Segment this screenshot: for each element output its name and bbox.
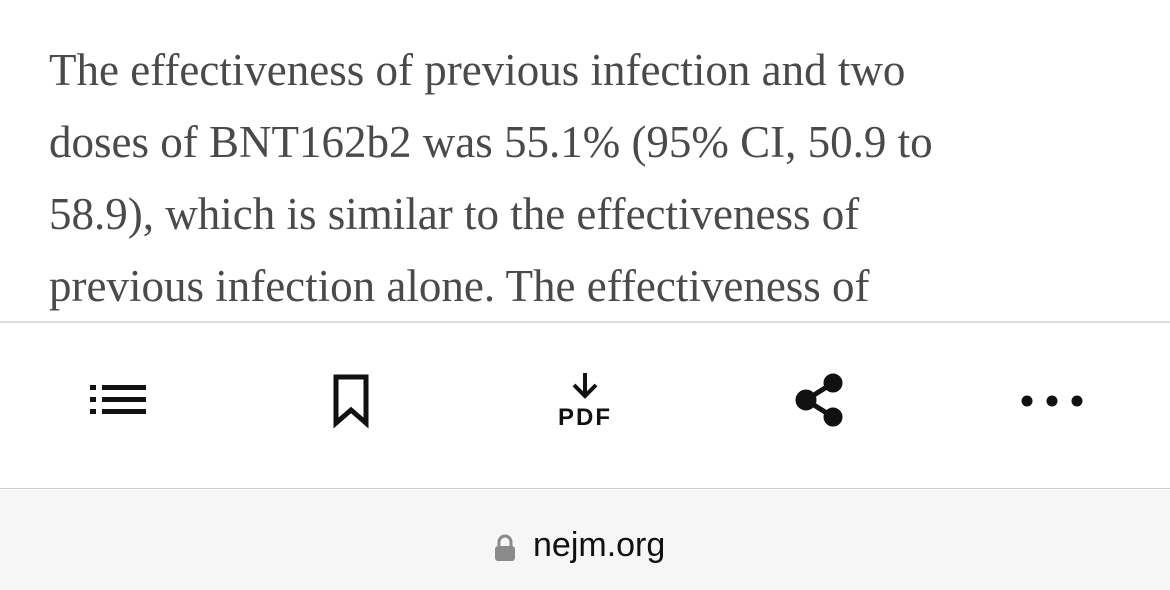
- article: The effectiveness of previous infection …: [49, 45, 933, 311]
- lock-icon: [495, 534, 515, 561]
- pdf-download-button[interactable]: PDF: [550, 371, 620, 431]
- pdf-label: PDF: [558, 404, 612, 431]
- address-bar[interactable]: [0, 490, 1170, 590]
- bookmark-button[interactable]: [332, 374, 372, 429]
- toolbar: PDF: [0, 323, 1170, 488]
- divider: [0, 321, 1170, 323]
- article-line: The effectiveness of previous infection …: [49, 45, 906, 95]
- share-button[interactable]: [794, 373, 846, 429]
- domain: nejm.org: [533, 526, 666, 564]
- article-line: 58.9), which is similar to the effective…: [49, 189, 860, 239]
- more-button[interactable]: [1020, 393, 1084, 409]
- contents-button[interactable]: [88, 383, 148, 423]
- article-line: previous infection alone. The effectiven…: [49, 261, 870, 311]
- article-line: doses of BNT162b2 was 55.1% (95% CI, 50.…: [49, 117, 933, 167]
- divider: [0, 488, 1170, 489]
